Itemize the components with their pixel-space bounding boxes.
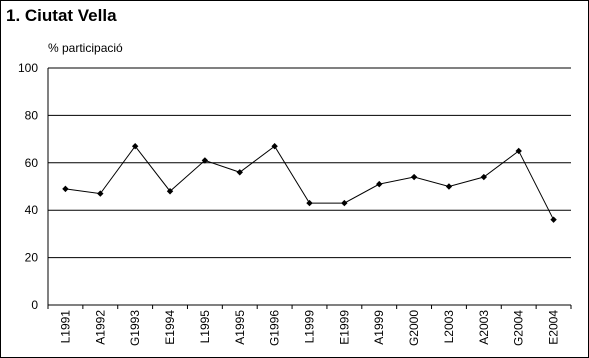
y-tick-label: 100 [18,61,38,75]
x-tick-label: L2003 [442,310,456,344]
data-point [550,216,557,223]
data-point [166,188,174,195]
x-tick-label: G2000 [407,310,421,346]
x-tick-labels: L1991 A1992 G1993 E1994 L1995 A1995 G1996 L1999… [58,310,560,346]
data-point [131,143,139,150]
data-point [445,183,453,190]
x-tick-label: G1996 [268,310,282,346]
axes [47,68,572,309]
series-line [65,145,555,220]
data-point [480,173,488,181]
y-tick-label: 80 [25,108,39,122]
x-tick-label: L1995 [198,310,212,344]
x-tick-label: A1999 [372,310,386,345]
x-tick-label: L1999 [303,310,317,344]
data-point [62,185,69,193]
data-point [515,147,522,155]
chart-title: 1. Ciutat Vella [6,6,117,25]
x-tick-label: A1995 [233,310,247,345]
y-tick-label: 20 [25,251,39,265]
data-point [97,190,104,197]
x-tick-label: A2003 [477,310,491,345]
y-tick-labels: 0 20 40 60 80 100 [18,61,38,312]
data-point [306,199,313,207]
y-tick-label: 40 [25,203,39,217]
x-tick-label: G1993 [128,310,142,346]
data-point [341,199,348,207]
x-tick-label: E1994 [163,310,177,345]
y-axis-label: % participació [48,41,123,55]
gridlines [48,67,571,259]
data-point [271,143,278,150]
x-tick-label: L1991 [58,310,72,344]
y-tick-label: 0 [31,298,38,312]
x-tick-label: E2004 [547,310,561,345]
data-point [236,169,243,176]
x-tick-label: G2004 [512,310,526,346]
data-point [201,157,209,164]
y-tick-label: 60 [25,156,39,170]
data-point [410,173,418,181]
x-tick-label: E1999 [337,310,351,345]
series [62,143,557,223]
x-tick-label: A1992 [93,310,107,345]
data-point [376,180,383,188]
